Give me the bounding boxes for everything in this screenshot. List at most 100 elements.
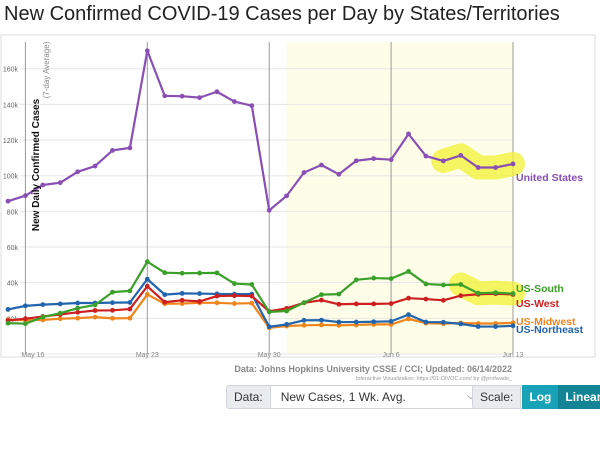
data-point <box>127 306 133 312</box>
data-point <box>319 317 324 323</box>
data-point <box>75 300 81 306</box>
data-point <box>197 299 202 304</box>
series-layer <box>5 48 525 331</box>
data-point <box>493 290 498 296</box>
data-point <box>458 293 464 299</box>
data-point <box>353 301 359 307</box>
data-point <box>440 297 446 303</box>
data-point <box>92 308 98 313</box>
data-point <box>197 291 202 296</box>
data-point <box>440 319 446 325</box>
series-label-us: United States <box>516 172 583 184</box>
data-point <box>110 289 115 295</box>
data-point <box>75 309 81 315</box>
data-point <box>406 131 411 137</box>
data-point <box>406 295 411 301</box>
y-tick-label: 80k <box>7 209 19 216</box>
data-point <box>301 170 307 175</box>
series-south <box>5 259 516 327</box>
data-point <box>406 312 411 317</box>
data-point <box>493 165 498 170</box>
data-point <box>388 276 394 281</box>
data-point <box>75 169 81 175</box>
series-label-northeast: US-Northeast <box>516 324 584 336</box>
highlight-band <box>286 42 513 354</box>
chart-title: New Confirmed COVID-19 Cases per Day by … <box>4 3 560 25</box>
data-point <box>57 301 63 307</box>
data-point <box>319 292 324 298</box>
data-point <box>214 293 220 299</box>
data-point <box>423 319 429 325</box>
data-point <box>127 315 133 321</box>
data-select[interactable]: New Cases, 1 Wk. Avg. ⌵ <box>270 385 482 409</box>
data-point <box>179 270 185 276</box>
scale-toggle: Scale: Log Linear <box>472 385 600 409</box>
scale-label: Scale: <box>472 385 522 409</box>
data-point <box>284 308 290 314</box>
data-point <box>336 319 342 325</box>
data-point <box>353 158 359 164</box>
series-label-west: US-West <box>516 298 559 310</box>
data-point <box>75 305 81 311</box>
series-label-midwest: US-Midwest <box>516 316 576 328</box>
data-point <box>231 301 237 306</box>
data-point <box>388 318 394 324</box>
data-point <box>162 270 168 276</box>
data-point <box>406 316 411 322</box>
data-point <box>162 292 168 298</box>
data-point <box>179 93 185 99</box>
linear-scale-button[interactable]: Linear <box>558 385 600 409</box>
data-point <box>301 322 307 328</box>
x-tick-label: May 23 <box>136 352 159 359</box>
data-point <box>475 324 481 329</box>
data-point <box>144 283 150 289</box>
series-line-midwest <box>7 293 514 329</box>
data-point <box>371 156 377 161</box>
data-select-value: New Cases, 1 Wk. Avg. <box>280 390 406 404</box>
data-point <box>336 171 342 177</box>
data-point <box>127 145 133 151</box>
series-line-south <box>7 260 514 325</box>
data-point <box>475 165 481 170</box>
data-point <box>475 290 481 296</box>
data-point <box>57 310 63 316</box>
data-point <box>406 269 411 274</box>
data-point <box>319 297 324 303</box>
series-us <box>5 48 516 213</box>
y-axis-sublabel: (7-day Average) <box>42 41 51 98</box>
series-label-south: US-South <box>516 283 564 295</box>
data-point <box>5 198 11 204</box>
data-point <box>231 281 237 286</box>
x-tick-label: May 16 <box>21 352 44 359</box>
data-point <box>353 277 359 283</box>
series-line-us <box>7 49 514 212</box>
data-point <box>23 316 28 322</box>
y-tick-label: 40k <box>7 281 19 288</box>
data-point <box>110 147 115 153</box>
data-point <box>336 301 342 307</box>
data-point <box>5 320 11 326</box>
data-point <box>144 259 150 265</box>
data-point <box>266 324 272 330</box>
series-line-northeast <box>7 278 514 328</box>
source-text: Data: Johns Hopkins University CSSE / CC… <box>234 364 512 374</box>
data-point <box>40 314 46 320</box>
data-point <box>458 321 464 327</box>
data-point <box>284 322 290 327</box>
data-point <box>231 99 237 104</box>
data-point <box>231 293 237 299</box>
y-tick-label: 160k <box>3 67 19 74</box>
data-point <box>162 299 168 305</box>
data-point <box>144 48 150 54</box>
log-scale-button[interactable]: Log <box>521 385 559 409</box>
data-point <box>75 315 81 321</box>
x-tick-label: Jun 6 <box>383 352 400 359</box>
data-point <box>371 275 377 281</box>
series-midwest <box>5 292 516 331</box>
data-point <box>371 301 377 307</box>
data-point <box>214 89 220 95</box>
data-point <box>92 314 98 320</box>
data-point <box>57 316 63 322</box>
data-point <box>162 93 168 99</box>
data-point <box>423 153 429 159</box>
